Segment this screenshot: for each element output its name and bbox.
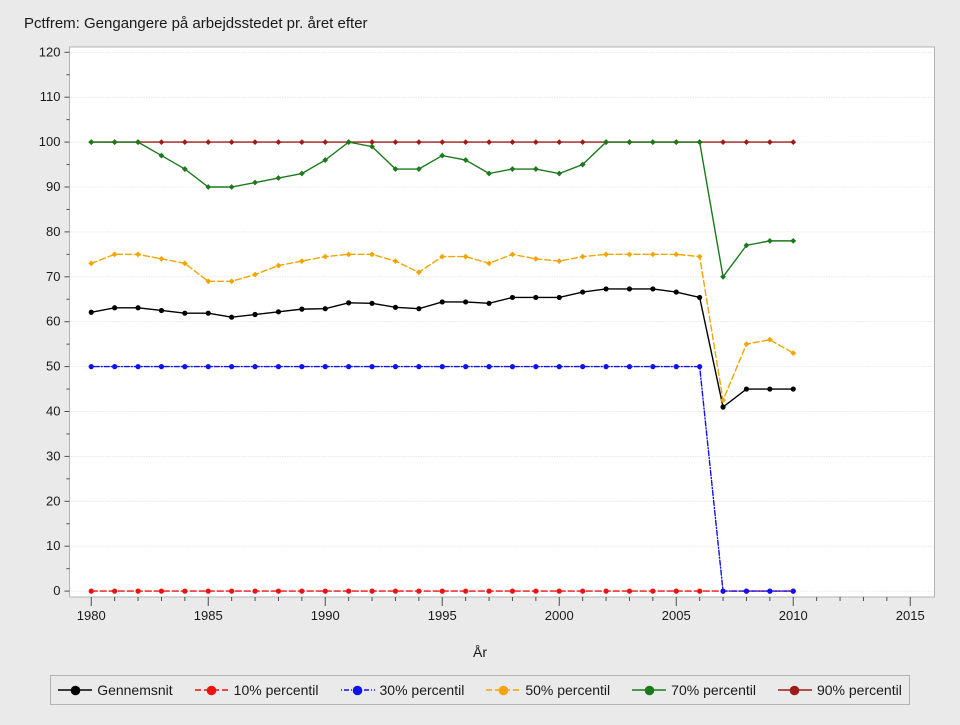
svg-text:1990: 1990 [311, 608, 340, 623]
svg-text:110: 110 [40, 89, 61, 104]
svg-text:1985: 1985 [194, 608, 223, 623]
svg-text:40: 40 [46, 404, 60, 419]
svg-text:120: 120 [39, 44, 61, 59]
svg-text:2005: 2005 [662, 608, 691, 623]
svg-text:20: 20 [46, 493, 60, 508]
svg-text:90: 90 [46, 179, 60, 194]
svg-text:1995: 1995 [428, 608, 457, 623]
svg-text:70: 70 [46, 269, 60, 284]
svg-text:2010: 2010 [779, 608, 808, 623]
svg-text:2015: 2015 [896, 608, 925, 623]
svg-text:30: 30 [46, 448, 60, 463]
svg-text:2000: 2000 [545, 608, 574, 623]
svg-text:60: 60 [46, 314, 60, 329]
svg-text:100: 100 [39, 134, 61, 149]
svg-text:80: 80 [46, 224, 60, 239]
svg-text:50: 50 [46, 359, 60, 374]
svg-text:0: 0 [53, 583, 60, 598]
svg-text:1980: 1980 [77, 608, 106, 623]
svg-text:10: 10 [46, 538, 60, 553]
